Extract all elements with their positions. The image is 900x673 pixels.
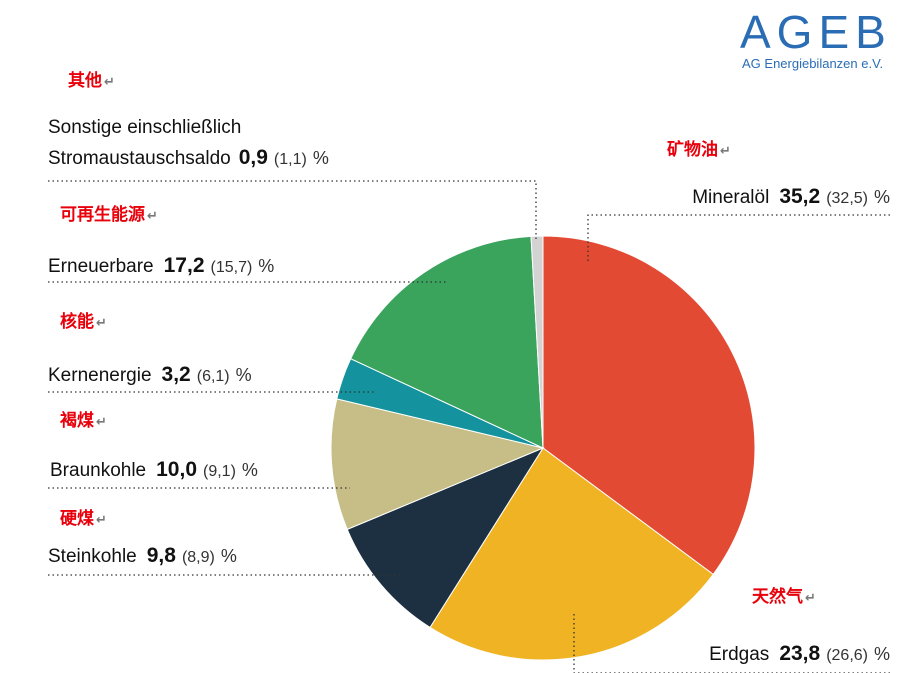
label-cn-sonstige: 其他 ↵ (68, 70, 115, 91)
label-value-erdgas: Erdgas 23,8 (26,6)% (709, 642, 890, 665)
leader-sonstige (48, 180, 537, 242)
label-cn-kernenergie: 核能 ↵ (60, 311, 107, 332)
label-mineraloel: 矿物油 ↵ Mineralöl 35,2 (32,5)% (667, 139, 890, 208)
leader-lines (48, 180, 890, 673)
slice-sonstige (530, 235, 544, 449)
label-kernenergie: 核能 ↵ Kernenergie 3,2 (6,1)% (48, 311, 252, 386)
ageb-logo: AGEB AG Energiebilanzen e.V. (740, 6, 892, 71)
label-sonstige: 其他 ↵ Sonstige einschließlich Stromaustaus… (48, 70, 329, 169)
leader-mineraloel (587, 214, 890, 262)
label-text-sonstige-line1: Sonstige einschließlich (48, 117, 241, 138)
slice-mineraloel (542, 235, 756, 576)
label-value-steinkohle: Steinkohle 9,8 (8,9)% (48, 544, 237, 567)
slice-erdgas (429, 447, 714, 661)
label-cn-steinkohle: 硬煤 ↵ (60, 508, 107, 529)
slice-braunkohle (330, 398, 545, 531)
pie (330, 235, 756, 661)
label-erneuerbare: 可再生能源 ↵ Erneuerbare 17,2 (15,7)% (48, 204, 274, 277)
label-value-erneuerbare: Erneuerbare 17,2 (15,7)% (48, 254, 274, 277)
label-cn-braunkohle: 褐煤 ↵ (59, 410, 107, 431)
label-braunkohle: 褐煤 ↵ Braunkohle 10,0 (9,1)% (50, 410, 258, 481)
label-cn-mineraloel: 矿物油 ↵ (667, 139, 731, 160)
label-value-braunkohle: Braunkohle 10,0 (9,1)% (50, 458, 258, 481)
label-cn-erneuerbare: 可再生能源 ↵ (60, 204, 158, 225)
label-value-mineraloel: Mineralöl 35,2 (32,5)% (692, 185, 890, 208)
slice-steinkohle (346, 446, 545, 629)
leader-erdgas (573, 612, 890, 673)
slice-erneuerbare (350, 235, 544, 449)
label-value-kernenergie: Kernenergie 3,2 (6,1)% (48, 363, 252, 386)
label-erdgas: 天然气 ↵ Erdgas 23,8 (26,6)% (709, 586, 890, 665)
label-value-sonstige: Stromaustauschsaldo 0,9 (1,1)% (48, 146, 329, 169)
label-steinkohle: 硬煤 ↵ Steinkohle 9,8 (8,9)% (48, 508, 237, 567)
logo-name: AGEB (740, 6, 892, 58)
logo-subtitle: AG Energiebilanzen e.V. (742, 56, 883, 71)
label-cn-erdgas: 天然气 ↵ (752, 586, 816, 607)
